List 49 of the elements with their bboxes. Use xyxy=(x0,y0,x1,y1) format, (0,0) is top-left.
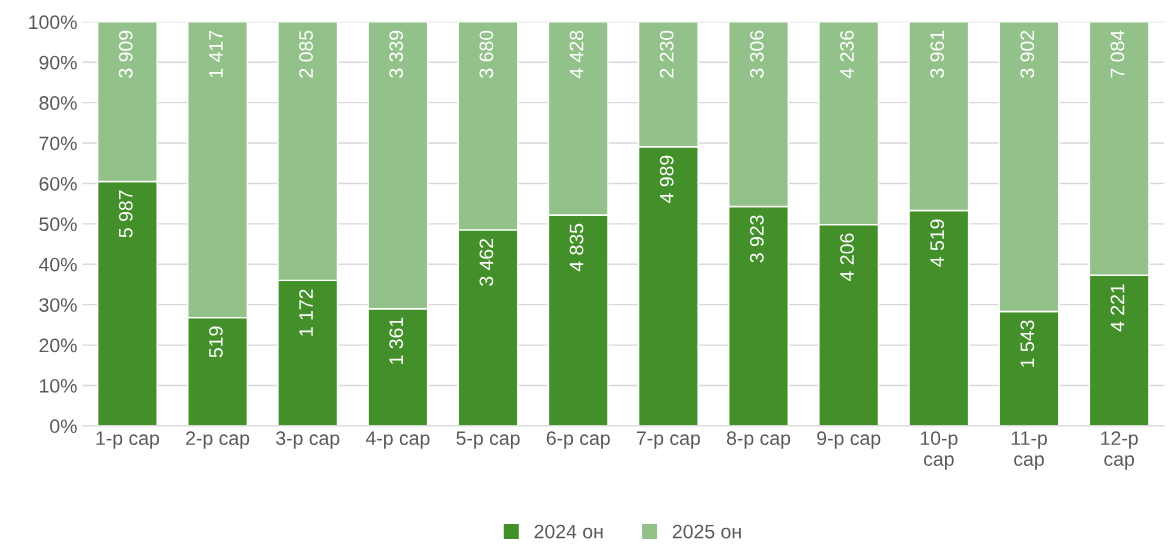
x-tick-label: 12-р сар xyxy=(1101,431,1138,470)
annotation: 4 206 xyxy=(840,233,854,281)
x-tick-label: 4-р сар xyxy=(365,431,430,449)
annotation: 3 680 xyxy=(479,30,494,78)
annotation: 1 543 xyxy=(1020,320,1035,367)
x-tick-label: 11-р сар xyxy=(1011,431,1047,470)
y-tick-label: 50% xyxy=(39,217,77,232)
x-tick-label: 3-р сар xyxy=(276,431,340,449)
annotation: 3 909 xyxy=(118,30,133,78)
annotation: 4 428 xyxy=(569,30,584,79)
y-tick-label: 10% xyxy=(40,378,77,393)
annotation: 3 306 xyxy=(749,30,764,78)
x-tick-label: 8-р сар xyxy=(726,431,791,449)
annotation: 2 085 xyxy=(299,30,313,78)
annotation: 1 417 xyxy=(209,30,223,78)
annotation: 1 172 xyxy=(299,289,313,336)
legend-label: 2025 он xyxy=(672,524,741,539)
annotation: 7 084 xyxy=(1110,30,1125,78)
y-tick-label: 30% xyxy=(39,298,77,312)
x-tick-label: 5-р сар xyxy=(456,431,520,449)
annotation: 3 462 xyxy=(479,238,494,286)
legend-label: 2024 он xyxy=(534,524,603,539)
annotation: 4 236 xyxy=(840,30,854,79)
y-tick-label: 60% xyxy=(39,176,77,191)
annotation: 2 230 xyxy=(659,30,674,78)
annotation: 3 961 xyxy=(930,30,945,78)
annotation: 3 339 xyxy=(389,30,404,78)
annotation: 4 519 xyxy=(930,219,945,267)
y-tick-label: 80% xyxy=(39,96,77,110)
y-tick-label: 20% xyxy=(39,338,77,353)
annotation: 3 923 xyxy=(749,215,764,263)
x-tick-label: 9-р сар xyxy=(817,431,881,449)
annotation: 5 987 xyxy=(118,190,133,238)
x-tick-label: 2-р сар xyxy=(186,431,250,449)
x-tick-label: 1-р сар xyxy=(96,431,160,449)
annotation: 519 xyxy=(209,326,223,358)
annotation: 3 902 xyxy=(1020,30,1035,78)
x-tick-label: 10-р сар xyxy=(920,431,958,470)
x-tick-label: 7-р сар xyxy=(636,431,700,449)
x-tick-label: 6-р сар xyxy=(546,431,610,449)
y-tick-label: 40% xyxy=(38,257,77,272)
y-tick-label: 100% xyxy=(29,15,77,30)
annotation: 4 835 xyxy=(569,223,584,272)
y-tick-label: 0% xyxy=(50,419,77,434)
y-tick-label: 70% xyxy=(39,136,77,151)
annotation: 4 989 xyxy=(659,155,674,203)
annotation: 1 361 xyxy=(389,317,404,364)
y-tick-label: 90% xyxy=(39,55,77,70)
annotation: 4 221 xyxy=(1110,284,1125,332)
